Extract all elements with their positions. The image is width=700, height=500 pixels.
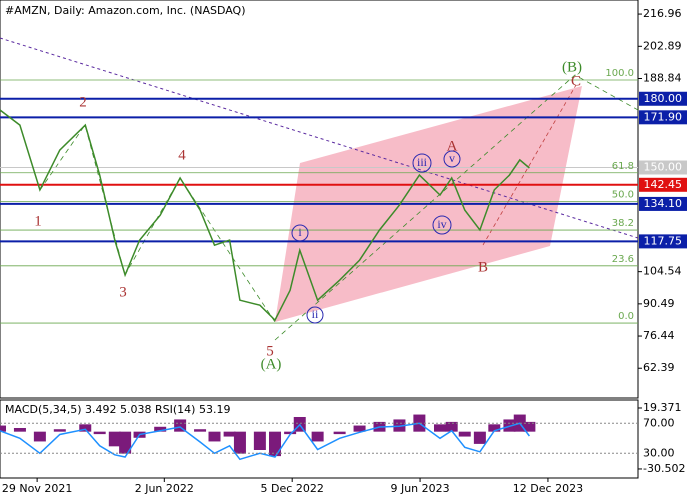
- macd-bar: [93, 431, 106, 435]
- macd-bar: [223, 431, 236, 437]
- level-tag: [639, 196, 687, 211]
- fib-label: 0.0: [618, 311, 634, 322]
- wave-label: 3: [119, 284, 127, 300]
- x-tick-label: 12 Dec 2023: [513, 482, 583, 495]
- macd-bar: [194, 429, 207, 432]
- x-tick-label: 9 Jun 2023: [390, 482, 449, 495]
- wave-label: i: [298, 225, 302, 239]
- macd-bar: [108, 431, 121, 447]
- wave-label: ii: [312, 307, 319, 321]
- macd-bar: [488, 424, 501, 432]
- chart-title: #AMZN, Daily: Amazon.com, Inc. (NASDAQ): [5, 4, 246, 17]
- wave-label: B: [478, 259, 488, 275]
- macd-bar: [445, 421, 458, 432]
- x-tick-label: 2 Jun 2022: [135, 482, 194, 495]
- price-line: [0, 109, 530, 322]
- rsi-tick-label: 30.00: [643, 446, 675, 459]
- macd-bar: [233, 431, 246, 454]
- fib-label: 38.2: [612, 218, 634, 229]
- macd-bar: [0, 425, 6, 432]
- wave-label: C: [571, 73, 581, 89]
- y-tick-label: 76.44: [643, 329, 675, 342]
- y-tick-label: 188.84: [643, 72, 682, 85]
- level-label: 117.75: [644, 234, 683, 247]
- macd-bar: [353, 425, 366, 432]
- wave-circle: [412, 153, 432, 173]
- wave-label: 5: [266, 343, 274, 359]
- level-label: 171.90: [644, 110, 683, 123]
- wave-circle: [306, 306, 324, 324]
- wave-circle: [443, 150, 461, 168]
- level-label: 180.00: [644, 92, 683, 105]
- y-tick-label: 202.89: [643, 39, 682, 52]
- level-tag: [639, 160, 687, 175]
- macd-bar: [119, 431, 132, 454]
- wave-label: 4: [178, 147, 186, 163]
- macd-bar: [333, 431, 346, 435]
- level-tag: [639, 177, 687, 192]
- macd-bar: [208, 431, 221, 442]
- fib-label: 50.0: [612, 189, 634, 200]
- wave-circle: [291, 224, 309, 242]
- wave-label: 1: [34, 213, 42, 229]
- wave-label: iii: [417, 155, 428, 169]
- macd-bar: [311, 431, 324, 442]
- macd-bar: [523, 421, 536, 432]
- y-tick-label: 90.49: [643, 297, 675, 310]
- macd-bar: [79, 424, 92, 432]
- wave-label: A: [447, 138, 458, 154]
- y-tick-label: 104.54: [643, 265, 682, 278]
- level-label: 134.10: [644, 197, 683, 210]
- macd-bar: [33, 431, 46, 442]
- wave-line: [482, 84, 577, 246]
- level-tag: [639, 91, 687, 106]
- level-tag: [639, 110, 687, 125]
- macd-bar: [53, 429, 66, 432]
- macd-bar: [284, 431, 297, 435]
- fib-label: 23.6: [612, 254, 634, 265]
- rsi-tick-label: 70.00: [643, 416, 675, 429]
- macd-bar: [473, 431, 486, 444]
- fib-label: 100.0: [605, 68, 634, 79]
- wave-label: iv: [437, 217, 446, 231]
- level-tag: [639, 234, 687, 249]
- macd-bar: [458, 431, 471, 437]
- macd-bar: [253, 431, 266, 451]
- wave-label: 2: [79, 94, 87, 110]
- macd-tick-label: -30.502: [643, 462, 685, 475]
- y-tick-label: 62.39: [643, 361, 675, 374]
- x-tick-label: 5 Dec 2022: [261, 482, 324, 495]
- wave-label: v: [449, 151, 455, 165]
- x-tick-label: 29 Nov 2021: [2, 482, 72, 495]
- y-tick-label: 216.96: [643, 7, 682, 20]
- macd-bar: [269, 431, 281, 457]
- indicator-title: MACD(5,34,5) 3.492 5.038 RSI(14) 53.19: [5, 403, 230, 416]
- fib-label: 61.8: [612, 161, 634, 172]
- wave-label: (A): [261, 356, 282, 372]
- level-label: 150.00: [644, 160, 683, 173]
- macd-bar: [154, 426, 167, 432]
- rsi-line: [0, 422, 530, 461]
- wave-circle: [432, 215, 452, 235]
- wave-label: (B): [562, 59, 582, 75]
- macd-bar: [434, 424, 446, 432]
- wave-line: [274, 74, 639, 341]
- macd-tick-label: 19.371: [643, 401, 682, 414]
- level-label: 142.45: [644, 178, 683, 191]
- macd-bar: [13, 427, 26, 432]
